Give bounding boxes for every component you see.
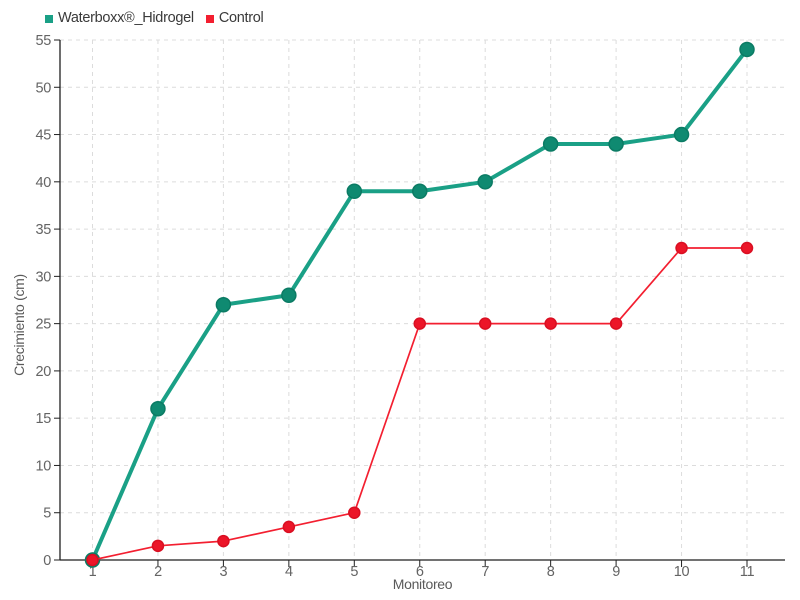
svg-text:4: 4 xyxy=(285,564,293,580)
svg-text:Crecimiento (cm): Crecimiento (cm) xyxy=(11,274,27,376)
waterboxx-series-swatch-icon xyxy=(45,14,53,23)
svg-text:10: 10 xyxy=(35,458,51,474)
legend-label-control: Control xyxy=(218,10,264,26)
legend-label-waterboxx: Waterboxx®_Hidrogel xyxy=(58,10,194,26)
svg-text:8: 8 xyxy=(547,564,555,580)
legend-item-waterboxx-hidrogel: Waterboxx®_Hidrogel xyxy=(45,10,194,26)
svg-text:20: 20 xyxy=(35,364,51,380)
svg-text:11: 11 xyxy=(740,564,755,580)
svg-text:9: 9 xyxy=(612,564,620,580)
svg-text:55: 55 xyxy=(35,33,51,49)
svg-text:30: 30 xyxy=(35,269,51,285)
control-series-swatch-icon xyxy=(205,14,214,23)
svg-text:15: 15 xyxy=(35,411,51,427)
svg-text:3: 3 xyxy=(220,564,228,580)
chart-legend: Waterboxx®_Hidrogel Control xyxy=(45,10,264,26)
svg-text:25: 25 xyxy=(35,317,51,333)
legend-item-control: Control xyxy=(205,10,264,26)
svg-text:35: 35 xyxy=(35,222,51,238)
svg-text:45: 45 xyxy=(35,128,51,144)
svg-text:6: 6 xyxy=(416,564,424,580)
svg-text:7: 7 xyxy=(481,564,489,580)
svg-text:Monitoreo: Monitoreo xyxy=(393,576,453,592)
svg-text:5: 5 xyxy=(350,564,358,580)
svg-text:5: 5 xyxy=(43,506,51,522)
svg-text:40: 40 xyxy=(35,175,51,191)
svg-text:2: 2 xyxy=(154,564,162,580)
svg-text:0: 0 xyxy=(43,553,51,569)
svg-text:1: 1 xyxy=(89,564,97,580)
svg-text:50: 50 xyxy=(35,80,51,96)
svg-text:10: 10 xyxy=(674,564,690,580)
